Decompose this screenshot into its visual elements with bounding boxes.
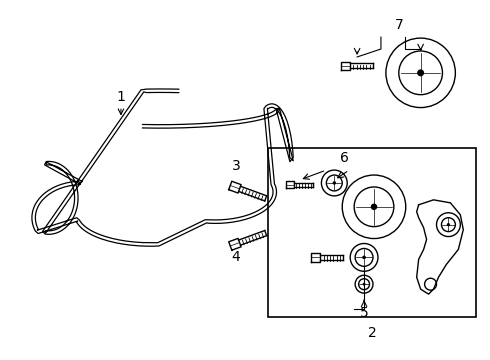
Circle shape: [418, 70, 423, 76]
Text: 1: 1: [117, 90, 125, 114]
Text: 4: 4: [232, 250, 241, 264]
Circle shape: [447, 224, 449, 226]
Text: 3: 3: [232, 159, 241, 173]
Circle shape: [364, 283, 365, 285]
Bar: [268, 148, 476, 317]
Text: 2: 2: [368, 326, 376, 340]
Circle shape: [363, 256, 365, 258]
Circle shape: [333, 182, 335, 184]
Text: 5: 5: [360, 300, 368, 320]
Circle shape: [371, 204, 376, 209]
Text: 7: 7: [394, 18, 403, 32]
Text: 6: 6: [340, 151, 349, 165]
